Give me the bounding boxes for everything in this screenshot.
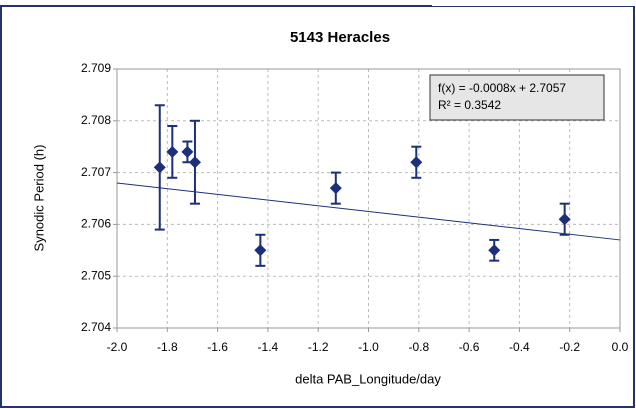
point [488,244,501,257]
x-tick-label: -1.4 [258,340,279,354]
top-strip [0,0,636,6]
y-tick-label: 2.704 [81,320,111,334]
point [254,244,267,257]
annotation-box [429,74,605,121]
x-axis-label: delta PAB_Longitude/day [295,371,441,386]
point [166,145,179,158]
point [153,161,166,174]
x-tick-label: -2.0 [107,340,128,354]
x-tick-label: -1.8 [157,340,178,354]
annotation-text: f(x) = -0.0008x + 2.7057 [438,81,566,95]
y-axis-label: Synodic Period (h) [31,145,46,252]
x-tick-label: -1.2 [308,340,329,354]
x-tick-label: -1.0 [358,340,379,354]
x-tick-label: -0.8 [408,340,429,354]
plot-area [116,68,621,329]
point [188,156,201,169]
point [181,145,194,158]
y-tick-label: 2.706 [81,217,111,231]
x-tick-label: -0.4 [509,340,530,354]
y-tick-label: 2.708 [81,113,111,127]
y-tick-label: 2.705 [81,268,111,282]
point [558,213,571,226]
chart-frame [0,5,635,408]
y-tick-label: 2.707 [81,165,111,179]
point [329,182,342,195]
chart-title: 5143 Heracles [290,29,390,46]
point [410,156,423,169]
annotation-text: R² = 0.3542 [438,98,501,112]
marks [116,104,621,267]
x-tick-label: -0.2 [559,340,580,354]
x-tick-label: -1.6 [207,340,228,354]
y-tick-label: 2.709 [81,61,111,75]
trend-line [116,182,621,241]
x-tick-label: 0.0 [612,340,629,354]
x-tick-label: -0.6 [459,340,480,354]
